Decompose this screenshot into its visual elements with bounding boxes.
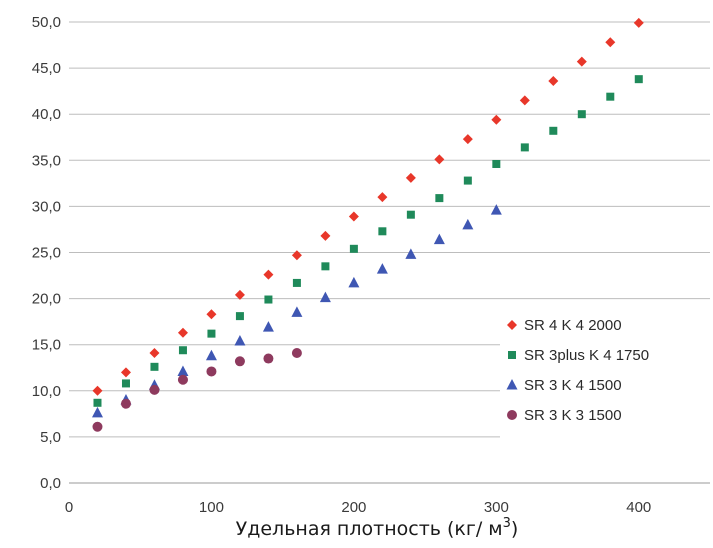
x-axis-label: Удельная плотность (кг/ м3) (236, 516, 519, 540)
x-tick-label: 0 (65, 499, 73, 516)
y-tick-label: 40,0 (32, 106, 61, 123)
data-point-diamond (519, 95, 530, 106)
y-tick-label: 30,0 (32, 198, 61, 215)
data-point-circle (206, 366, 217, 377)
legend-marker-triangle (506, 379, 518, 390)
data-point-diamond (405, 172, 416, 183)
data-point-square (378, 227, 387, 236)
x-tick-label: 100 (199, 499, 224, 516)
data-point-triangle (405, 248, 417, 259)
data-point-diamond (234, 289, 245, 300)
data-point-triangle (91, 406, 103, 418)
data-points (91, 17, 644, 432)
data-point-diamond (149, 347, 160, 358)
data-point-diamond (548, 76, 559, 87)
data-point-square (321, 262, 330, 271)
legend-marker-circle (507, 410, 517, 420)
data-point-square (207, 329, 216, 338)
data-point-diamond (633, 17, 644, 28)
data-point-diamond (263, 269, 274, 280)
y-tick-label: 15,0 (32, 337, 61, 354)
data-point-diamond (576, 56, 587, 67)
x-tick-label: 400 (626, 499, 651, 516)
data-point-triangle (205, 349, 217, 361)
data-point-square (435, 194, 444, 203)
data-point-diamond (377, 192, 388, 203)
x-axis-label-close: ) (511, 518, 518, 540)
data-point-square (121, 379, 130, 388)
x-axis-label-text: Удельная плотность (кг/ м (236, 518, 503, 540)
legend-entry-label: SR 3plus K 4 1750 (524, 347, 649, 364)
data-point-diamond (320, 230, 331, 241)
data-point-triangle (348, 276, 360, 288)
data-point-diamond (177, 327, 188, 338)
data-point-diamond (291, 250, 302, 261)
data-point-square (577, 110, 586, 119)
data-point-diamond (206, 309, 217, 320)
data-point-triangle (234, 335, 246, 346)
data-point-diamond (491, 114, 502, 125)
data-point-square (634, 75, 643, 84)
data-point-circle (177, 374, 188, 385)
data-point-circle (149, 384, 160, 395)
data-point-circle (234, 356, 245, 367)
y-axis-ticks: 0,0 5,0 10,0 15,0 20,0 25,0 30,0 35,0 40,0 45,0 50… (32, 14, 61, 492)
y-tick-label: 10,0 (32, 383, 61, 400)
gridlines (69, 21, 710, 484)
data-point-square (264, 295, 273, 304)
y-tick-label: 0,0 (40, 475, 61, 492)
data-point-triangle (291, 306, 303, 317)
y-tick-label: 50,0 (32, 14, 61, 31)
data-point-diamond (92, 385, 103, 396)
legend-entry-label: SR 3 K 3 1500 (524, 407, 622, 424)
legend-entry-label: SR 3 K 4 1500 (524, 377, 622, 394)
y-tick-label: 25,0 (32, 245, 61, 262)
data-point-square (606, 92, 615, 101)
legend-entry-label: SR 4 K 4 2000 (524, 317, 622, 334)
y-tick-label: 20,0 (32, 291, 61, 308)
data-point-triangle (177, 365, 189, 376)
data-point-diamond (120, 367, 131, 378)
data-point-triangle (433, 233, 445, 245)
data-point-circle (263, 353, 274, 364)
x-tick-label: 300 (484, 499, 509, 516)
legend: SR 4 K 4 2000 SR 3plus K 4 1750 SR 3 K 4 1… (500, 310, 710, 442)
data-point-diamond (434, 154, 445, 165)
data-point-diamond (462, 134, 473, 145)
data-point-square (492, 159, 501, 168)
x-tick-label: 200 (341, 499, 366, 516)
data-point-square (520, 143, 529, 152)
data-point-diamond (348, 211, 359, 222)
data-point-square (292, 278, 301, 287)
x-axis-label-superscript: 3 (503, 516, 511, 531)
data-point-circle (291, 347, 302, 358)
data-point-triangle (319, 291, 331, 303)
data-point-square (549, 126, 558, 135)
data-point-square (178, 346, 187, 355)
data-point-triangle (262, 321, 274, 332)
data-point-square (463, 176, 472, 185)
y-tick-label: 5,0 (40, 429, 61, 446)
data-point-triangle (376, 263, 388, 274)
legend-background (500, 310, 710, 442)
data-point-triangle (490, 204, 502, 215)
data-point-diamond (605, 37, 616, 48)
x-axis-ticks: 0 100 200 300 400 (65, 499, 651, 516)
legend-marker-square (508, 351, 516, 359)
data-point-square (349, 244, 358, 253)
data-point-square (93, 398, 102, 407)
data-point-square (406, 210, 415, 219)
data-point-circle (120, 398, 131, 409)
data-point-triangle (462, 218, 474, 230)
y-tick-label: 45,0 (32, 60, 61, 77)
data-point-square (235, 312, 244, 321)
y-tick-label: 35,0 (32, 152, 61, 169)
data-point-circle (92, 421, 103, 432)
data-point-square (150, 362, 159, 371)
legend-marker-diamond (507, 320, 517, 330)
